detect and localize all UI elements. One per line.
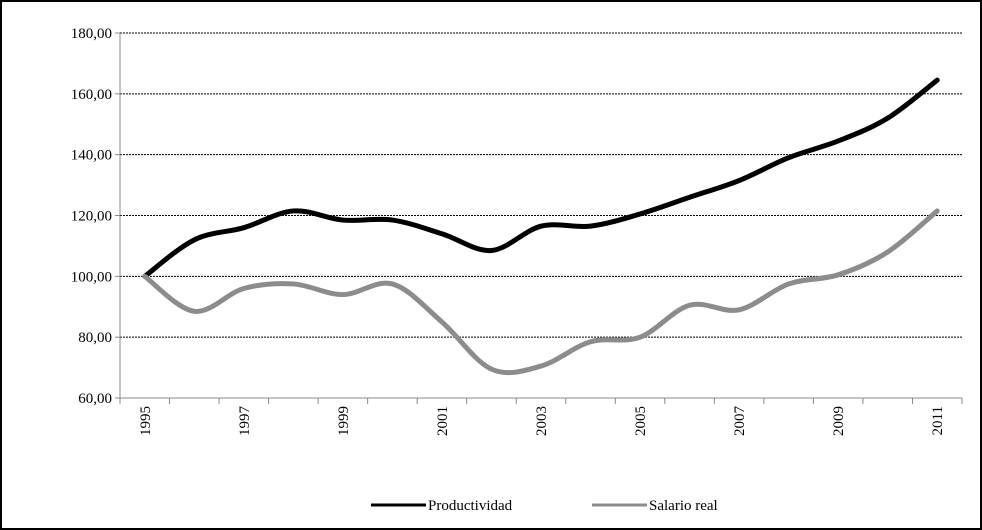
x-tick-label: 2003 [534,406,550,436]
x-tick-label: 1995 [138,406,154,436]
y-tick-label: 80,00 [78,330,112,346]
x-tick-label: 2005 [633,406,649,436]
x-tick-label: 2009 [831,406,847,436]
x-tick-label: 2011 [930,406,946,435]
y-tick-label: 100,00 [71,269,112,285]
legend-label: Salario real [649,498,718,514]
y-tick-label: 140,00 [71,148,112,164]
y-tick-label: 180,00 [71,26,112,42]
series-line [142,77,940,279]
legend-label: Productividad [428,498,513,514]
x-tick-label: 2001 [435,406,451,436]
x-tick-label: 1997 [237,406,253,437]
series-line [142,208,940,376]
y-tick-label: 160,00 [71,87,112,103]
y-tick-label: 60,00 [78,391,112,407]
x-tick-label: 2007 [732,406,748,437]
x-tick-label: 1999 [336,406,352,436]
y-tick-label: 120,00 [71,209,112,225]
